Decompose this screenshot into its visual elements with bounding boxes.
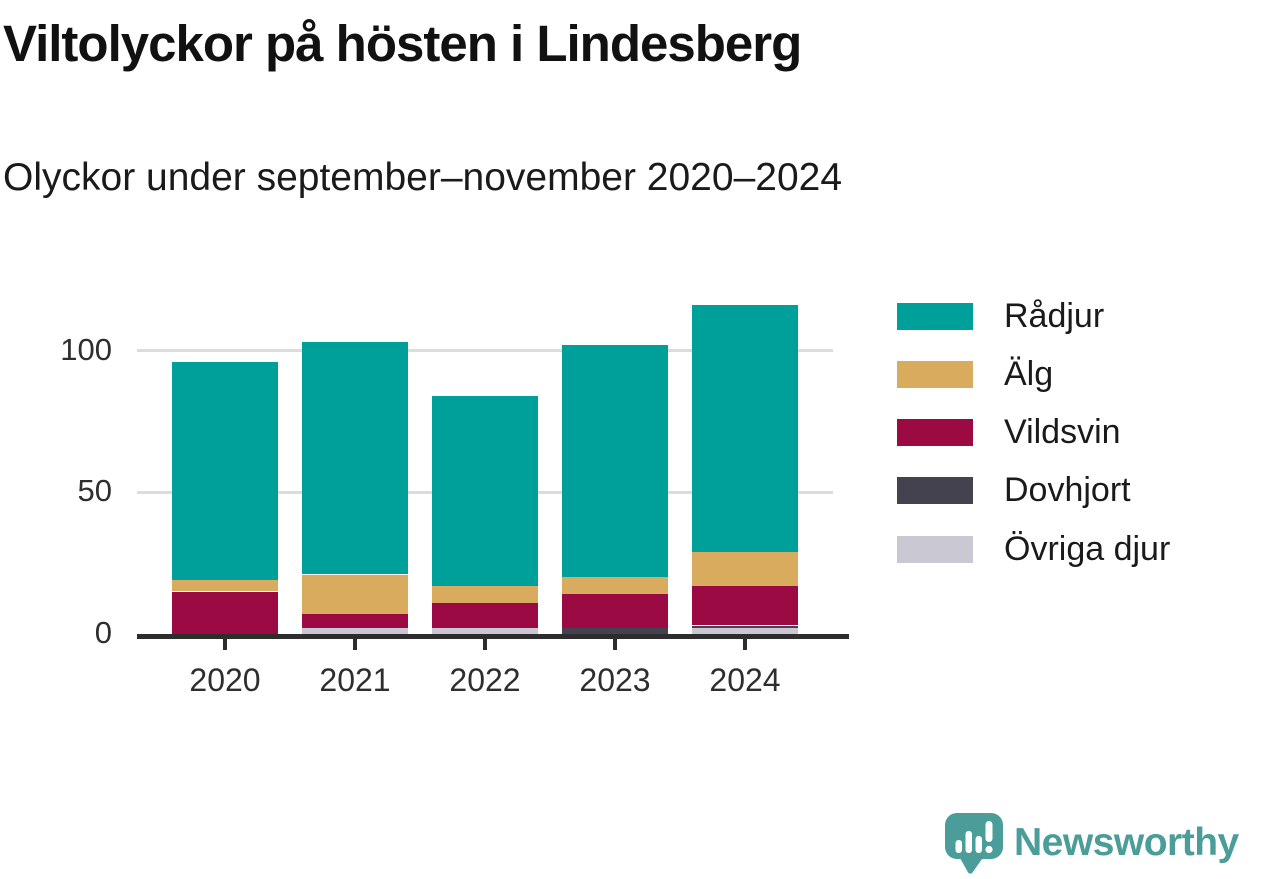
y-axis-label-100: 100 (60, 331, 112, 367)
brand-footer: Newsworthy (944, 812, 1239, 874)
legend-item-Älg: Älg (897, 347, 1053, 401)
legend-item-Övriga djur: Övriga djur (897, 522, 1170, 576)
x-axis-label-2024: 2024 (709, 662, 781, 698)
bar-segment-2020-Rådjur (172, 362, 278, 581)
x-axis-tick-2022 (483, 639, 487, 650)
legend-item-Vildsvin: Vildsvin (897, 406, 1121, 460)
y-axis-label-50: 50 (77, 473, 112, 509)
bar-segment-2021-Vildsvin (302, 614, 408, 629)
x-axis-tick-2020 (223, 639, 227, 650)
legend-label: Dovhjort (1004, 471, 1131, 510)
chart-subtitle: Olyckor under september–november 2020–20… (3, 156, 843, 199)
bar-segment-2020-Älg (172, 580, 278, 592)
bar-segment-2021-Övriga djur (302, 628, 408, 634)
bar-segment-2022-Övriga djur (432, 628, 538, 634)
newsworthy-logo-icon (945, 813, 1003, 874)
bar-segment-2022-Rådjur (432, 396, 538, 586)
legend-swatch-Vildsvin (897, 419, 973, 447)
legend-item-Rådjur: Rådjur (897, 289, 1104, 343)
bar-segment-2024-Älg (692, 551, 798, 586)
x-axis-tick-2024 (743, 639, 747, 650)
bar-segment-2020-Vildsvin (172, 591, 278, 634)
legend-item-Dovhjort: Dovhjort (897, 464, 1131, 518)
bar-segment-2024-Dovhjort (692, 625, 798, 629)
bar-segment-2022-Vildsvin (432, 602, 538, 629)
legend-label: Rådjur (1004, 296, 1105, 335)
legend-swatch-Övriga djur (897, 535, 973, 563)
bar-segment-2022-Älg (432, 585, 538, 603)
bar-segment-2024-Övriga djur (692, 628, 798, 634)
bar-segment-2024-Rådjur (692, 305, 798, 552)
y-axis-label-0: 0 (94, 615, 112, 650)
gridline-100 (137, 349, 833, 353)
x-axis-label-2023: 2023 (579, 662, 651, 698)
legend-label: Älg (1004, 354, 1054, 393)
x-axis-label-2020: 2020 (189, 662, 261, 698)
legend-swatch-Dovhjort (897, 477, 973, 505)
bar-segment-2023-Rådjur (562, 345, 668, 578)
brand-name: Newsworthy (1014, 821, 1239, 864)
x-axis-line (137, 634, 849, 639)
bar-segment-2024-Vildsvin (692, 585, 798, 626)
bar-segment-2023-Älg (562, 577, 668, 595)
legend-label: Vildsvin (1004, 413, 1121, 452)
bar-segment-2023-Dovhjort (562, 628, 668, 634)
legend-swatch-Rådjur (897, 302, 973, 330)
bar-segment-2023-Vildsvin (562, 594, 668, 629)
x-axis-label-2021: 2021 (319, 662, 391, 698)
x-axis-label-2022: 2022 (449, 662, 521, 698)
chart-title: Viltolyckor på hösten i Lindesberg (3, 15, 802, 72)
x-axis-tick-2021 (353, 639, 357, 650)
x-axis-tick-2023 (613, 639, 617, 650)
bar-segment-2021-Älg (302, 574, 408, 615)
legend-label: Övriga djur (1004, 529, 1171, 568)
bar-segment-2021-Rådjur (302, 342, 408, 575)
legend-swatch-Älg (897, 360, 973, 388)
